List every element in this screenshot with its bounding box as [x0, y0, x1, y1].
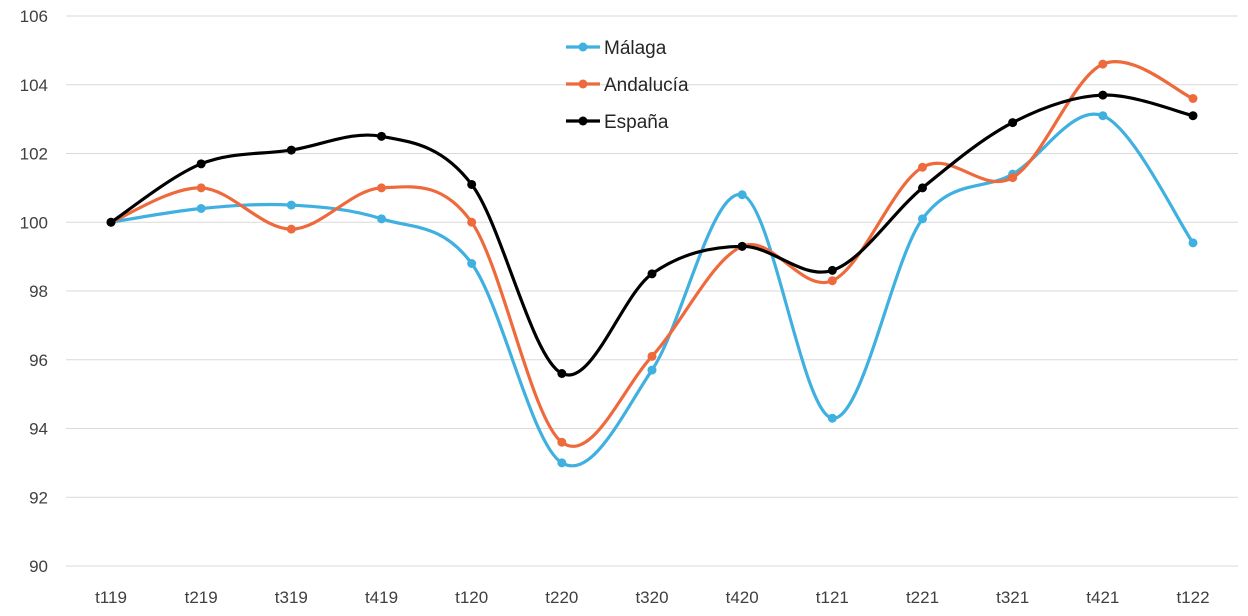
data-point: [196, 183, 206, 193]
data-point: [647, 365, 657, 375]
data-point: [557, 437, 567, 447]
data-point: [467, 179, 477, 189]
x-tick-label: t120: [455, 588, 488, 607]
data-point: [1098, 59, 1108, 69]
legend-label: España: [604, 112, 669, 133]
legend-item: España: [566, 112, 669, 133]
data-point: [286, 200, 296, 210]
data-point: [918, 183, 927, 193]
y-tick-label: 98: [29, 282, 48, 301]
gridlines: [66, 15, 1238, 567]
data-point: [827, 265, 837, 275]
series-lines: [106, 59, 1198, 468]
series-line: [109, 112, 1195, 468]
legend-label: Andalucía: [604, 75, 689, 96]
data-point: [557, 369, 567, 378]
data-point: [647, 269, 657, 279]
legend-swatch-marker: [578, 116, 588, 126]
x-tick-label: t122: [1176, 588, 1209, 607]
x-tick-label: t321: [996, 588, 1029, 607]
data-point: [827, 276, 837, 286]
data-point: [1188, 94, 1198, 103]
x-tick-label: t219: [185, 588, 218, 607]
x-axis-tick-labels: t119 t219 t319 t419 t120 t220 t320 t420 t121 t221…: [95, 588, 1209, 607]
y-tick-label: 96: [29, 351, 48, 370]
data-point: [286, 145, 296, 155]
data-point: [737, 241, 747, 251]
legend-item: Andalucía: [566, 75, 689, 96]
data-point: [467, 259, 477, 268]
data-point: [377, 183, 386, 193]
data-point: [827, 413, 837, 423]
x-tick-label: t420: [726, 588, 759, 607]
data-point: [377, 214, 386, 224]
x-tick-label: t419: [365, 588, 398, 607]
data-point: [196, 159, 206, 169]
data-point: [286, 224, 296, 234]
data-point: [918, 214, 927, 224]
data-point: [737, 190, 747, 200]
data-point: [1098, 90, 1108, 100]
series-line: [109, 93, 1195, 377]
y-tick-label: 102: [20, 145, 48, 164]
series-málaga: [106, 111, 1198, 468]
x-tick-label: t421: [1086, 588, 1119, 607]
legend-label: Málaga: [604, 38, 667, 59]
data-point: [918, 162, 927, 172]
data-point: [1188, 238, 1198, 248]
data-point: [106, 217, 116, 227]
x-tick-label: t221: [906, 588, 939, 607]
data-point: [196, 204, 206, 213]
legend-swatch-marker: [578, 42, 588, 52]
series-españa: [106, 90, 1198, 378]
x-tick-label: t121: [816, 588, 849, 607]
y-tick-label: 106: [20, 7, 48, 26]
data-point: [647, 351, 657, 361]
data-point: [1008, 118, 1018, 128]
data-point: [1098, 111, 1108, 121]
legend-swatch-marker: [578, 79, 588, 89]
y-tick-label: 92: [29, 488, 48, 507]
y-tick-label: 90: [29, 557, 48, 576]
x-tick-label: t119: [95, 588, 127, 607]
y-tick-label: 100: [20, 213, 48, 232]
data-point: [557, 458, 567, 468]
x-tick-label: t220: [545, 588, 578, 607]
data-point: [467, 217, 477, 227]
x-tick-label: t319: [275, 588, 308, 607]
data-point: [377, 131, 386, 141]
legend: Málaga Andalucía España: [566, 38, 689, 133]
x-tick-label: t320: [635, 588, 668, 607]
legend-item: Málaga: [566, 38, 667, 59]
data-point: [1188, 111, 1198, 121]
y-tick-label: 94: [29, 420, 48, 439]
data-point: [1008, 173, 1018, 183]
y-tick-label: 104: [20, 76, 48, 95]
y-axis-tick-labels: 90 92 94 96 98 100 102 104 106: [20, 7, 48, 576]
